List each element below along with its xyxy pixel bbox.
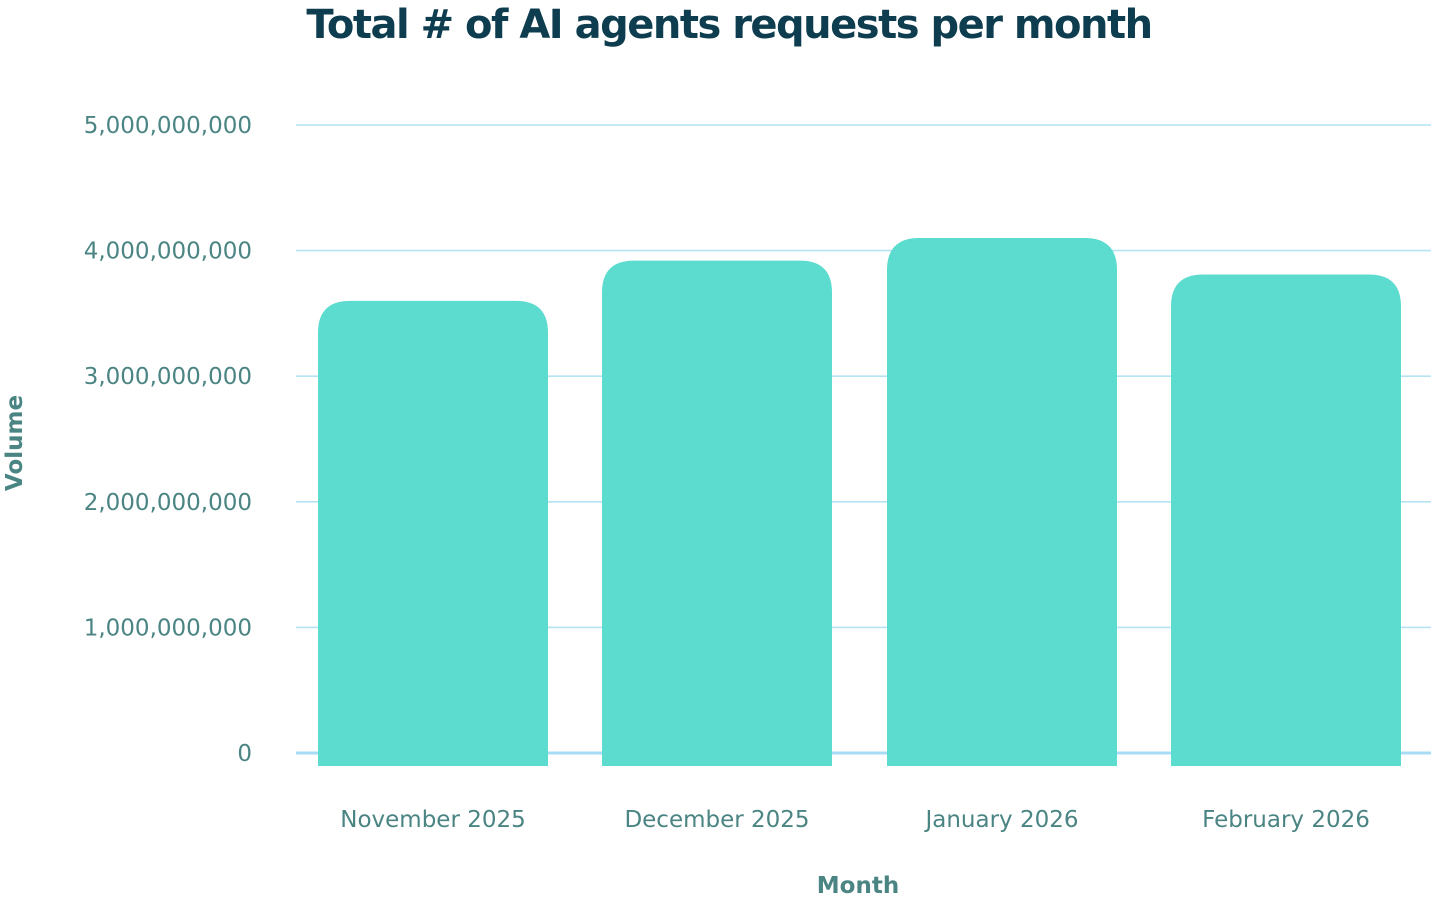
y-tick-label: 5,000,000,000	[84, 113, 252, 139]
x-axis-title: Month	[817, 873, 899, 899]
chart-title: Total # of AI agents requests per month	[306, 2, 1151, 48]
bar-january-2026	[887, 238, 1117, 767]
bars	[318, 238, 1401, 767]
x-tick-label: November 2025	[340, 807, 526, 833]
x-tick-label: January 2026	[923, 807, 1078, 833]
y-axis-title: Volume	[2, 395, 28, 491]
bar-december-2025	[602, 260, 832, 766]
y-tick-label: 0	[237, 741, 252, 767]
bar-february-2026	[1171, 274, 1401, 766]
x-tick-label: February 2026	[1202, 807, 1370, 833]
y-tick-label: 1,000,000,000	[84, 615, 252, 641]
y-tick-label: 4,000,000,000	[84, 239, 252, 265]
y-axis-tick-labels: 0 1,000,000,000 2,000,000,000 3,000,000,000…	[84, 113, 252, 767]
x-axis-tick-labels: November 2025 December 2025 January 2026 Fe…	[340, 807, 1370, 833]
y-tick-label: 3,000,000,000	[84, 364, 252, 390]
x-tick-label: December 2025	[624, 807, 809, 833]
bar-november-2025	[318, 300, 548, 766]
y-tick-label: 2,000,000,000	[84, 490, 252, 516]
